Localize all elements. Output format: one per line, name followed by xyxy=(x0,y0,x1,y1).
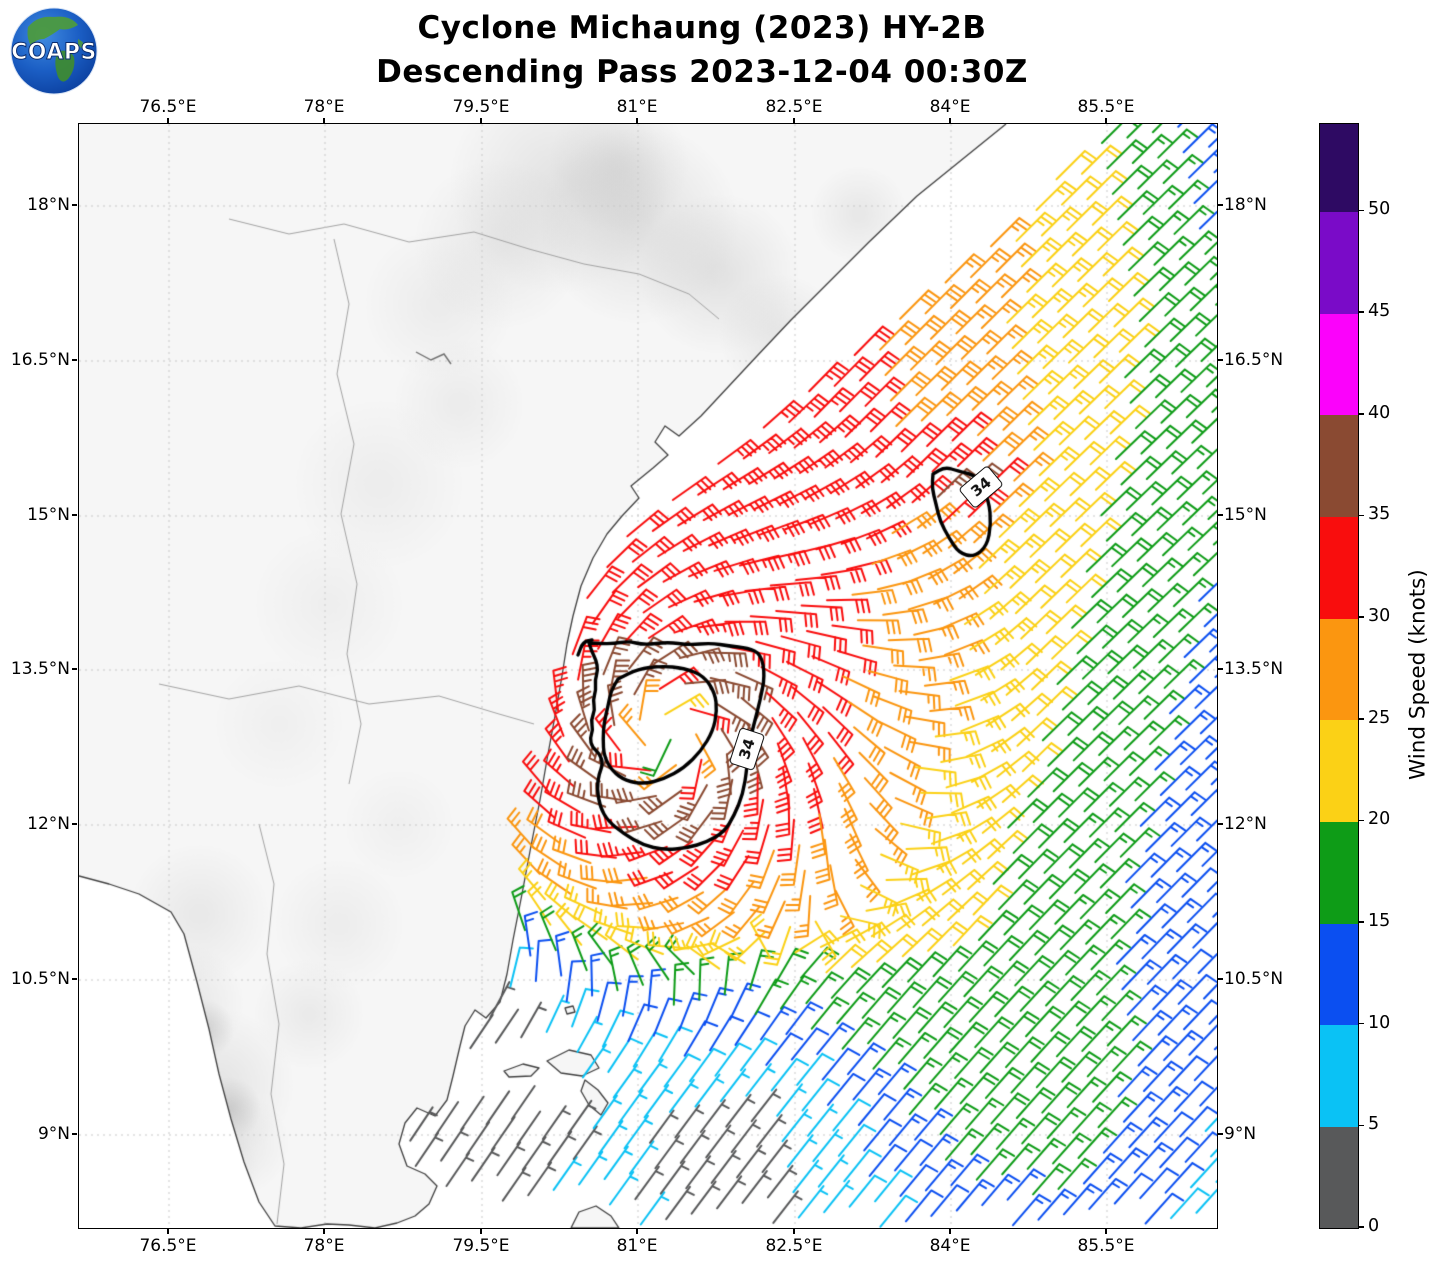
lat-tick-label-right: 13.5°N xyxy=(1224,659,1284,679)
colorbar-tick-mark xyxy=(1358,717,1364,720)
lat-tick-label-left: 15°N xyxy=(27,505,70,525)
lon-tick-label-bottom: 81°E xyxy=(616,1236,658,1256)
page-title: Cyclone Michaung (2023) HY-2B Descending… xyxy=(0,6,1404,94)
colorbar-tick-label: 45 xyxy=(1368,301,1391,322)
tick-mark xyxy=(1217,978,1223,980)
lat-tick-label-left: 9°N xyxy=(37,1124,70,1144)
lat-tick-label-right: 10.5°N xyxy=(1224,969,1284,989)
colorbar-tick-mark xyxy=(1358,412,1364,415)
svg-text:COAPS: COAPS xyxy=(11,40,97,65)
colorbar-axis-label: Wind Speed (knots) xyxy=(1405,569,1431,781)
tick-mark xyxy=(949,1228,951,1234)
colorbar-tick-label: 50 xyxy=(1368,199,1391,220)
colorbar xyxy=(1319,123,1359,1229)
tick-mark xyxy=(1105,1228,1107,1234)
tick-mark xyxy=(636,118,638,123)
lat-tick-label-right: 15°N xyxy=(1224,505,1267,525)
lon-tick-label-top: 81°E xyxy=(616,97,658,117)
lat-tick-label-left: 16.5°N xyxy=(10,350,70,370)
lat-tick-label-left: 10.5°N xyxy=(10,969,70,989)
page-title-line2: Descending Pass 2023-12-04 00:30Z xyxy=(376,54,1028,90)
lon-tick-label-top: 79.5°E xyxy=(452,97,510,117)
colorbar-segment xyxy=(1320,211,1358,314)
colorbar-tick-mark xyxy=(1358,514,1364,517)
colorbar-segment xyxy=(1320,719,1358,822)
colorbar-tick-label: 20 xyxy=(1368,809,1391,830)
colorbar-tick-label: 0 xyxy=(1368,1216,1380,1236)
colorbar-segment xyxy=(1320,821,1358,924)
tick-mark xyxy=(1217,359,1223,361)
tick-mark xyxy=(793,1228,795,1234)
lon-tick-label-top: 76.5°E xyxy=(139,97,197,117)
colorbar-tick-label: 5 xyxy=(1368,1114,1380,1135)
tick-mark xyxy=(636,1228,638,1234)
tick-mark xyxy=(167,118,169,123)
tick-mark xyxy=(1217,1133,1223,1135)
tick-mark xyxy=(71,1133,77,1135)
lat-tick-label-left: 13.5°N xyxy=(10,659,70,679)
colorbar-segment xyxy=(1320,313,1358,416)
page-title-line1: Cyclone Michaung (2023) HY-2B xyxy=(417,10,987,46)
tick-mark xyxy=(480,1228,482,1234)
lon-tick-label-top: 82.5°E xyxy=(765,97,823,117)
tick-mark xyxy=(1217,514,1223,516)
tick-mark xyxy=(323,1228,325,1234)
colorbar-segment xyxy=(1320,1126,1358,1229)
tick-mark xyxy=(1217,204,1223,206)
tick-mark xyxy=(1217,668,1223,670)
coaps-logo: COAPS xyxy=(8,5,100,97)
tick-mark xyxy=(793,118,795,123)
colorbar-segment xyxy=(1320,414,1358,517)
colorbar-tick-mark xyxy=(1358,311,1364,313)
colorbar-tick-label: 15 xyxy=(1368,911,1391,932)
tick-mark xyxy=(71,514,77,516)
colorbar-tick-mark xyxy=(1358,819,1364,822)
lat-tick-label-left: 18°N xyxy=(27,195,70,215)
lon-tick-label-top: 78°E xyxy=(303,97,345,117)
colorbar-segment xyxy=(1320,124,1358,212)
colorbar-tick-label: 35 xyxy=(1368,504,1391,525)
map-plot-area xyxy=(78,123,1218,1229)
tick-mark xyxy=(1217,823,1223,825)
colorbar-tick-label: 30 xyxy=(1368,606,1391,627)
colorbar-tick-mark xyxy=(1358,921,1364,923)
colorbar-tick-label: 10 xyxy=(1368,1012,1391,1033)
tick-mark xyxy=(71,204,77,206)
colorbar-tick-mark xyxy=(1358,1022,1364,1025)
colorbar-segment xyxy=(1320,923,1358,1026)
colorbar-segment xyxy=(1320,618,1358,721)
colorbar-tick-mark xyxy=(1358,209,1364,212)
tick-mark xyxy=(167,1228,169,1234)
globe-icon: COAPS xyxy=(10,7,98,95)
tick-mark xyxy=(1105,118,1107,123)
lat-tick-label-left: 12°N xyxy=(27,814,70,834)
lat-tick-label-right: 12°N xyxy=(1224,814,1267,834)
colorbar-tick-label: 40 xyxy=(1368,402,1391,423)
lon-tick-label-bottom: 84°E xyxy=(929,1236,971,1256)
lat-tick-label-right: 16.5°N xyxy=(1224,350,1284,370)
lon-tick-label-bottom: 79.5°E xyxy=(452,1236,510,1256)
lon-tick-label-bottom: 76.5°E xyxy=(139,1236,197,1256)
colorbar-tick-mark xyxy=(1358,1226,1364,1228)
lon-tick-label-top: 84°E xyxy=(929,97,971,117)
lon-tick-label-top: 85.5°E xyxy=(1077,97,1135,117)
tick-mark xyxy=(71,359,77,361)
colorbar-segment xyxy=(1320,1024,1358,1127)
lat-tick-label-right: 18°N xyxy=(1224,195,1267,215)
colorbar-tick-mark xyxy=(1358,616,1364,618)
lon-tick-label-bottom: 82.5°E xyxy=(765,1236,823,1256)
lon-tick-label-bottom: 85.5°E xyxy=(1077,1236,1135,1256)
lon-tick-label-bottom: 78°E xyxy=(303,1236,345,1256)
tick-mark xyxy=(71,823,77,825)
tick-mark xyxy=(480,118,482,123)
colorbar-tick-mark xyxy=(1358,1124,1364,1127)
tick-mark xyxy=(71,978,77,980)
lat-tick-label-right: 9°N xyxy=(1224,1124,1257,1144)
tick-mark xyxy=(949,118,951,123)
tick-mark xyxy=(323,118,325,123)
tick-mark xyxy=(71,668,77,670)
wind-barb-field xyxy=(79,124,1217,1228)
colorbar-tick-label: 25 xyxy=(1368,707,1391,728)
colorbar-segment xyxy=(1320,516,1358,619)
